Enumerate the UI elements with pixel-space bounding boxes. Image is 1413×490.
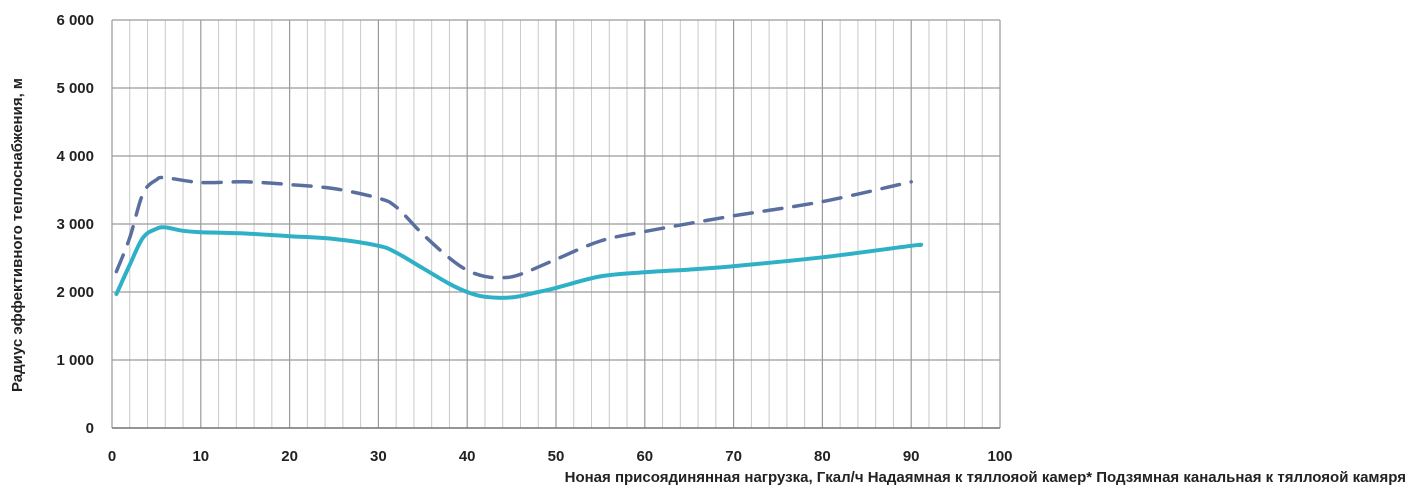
x-tick-label: 100 <box>987 448 1012 465</box>
series-line-dashed <box>114 175 913 280</box>
series-layer <box>114 175 924 300</box>
y-tick-label: 0 <box>86 420 94 437</box>
x-tick-label: 10 <box>192 448 209 465</box>
series-line-solid <box>114 225 924 300</box>
x-tick-label: 0 <box>108 448 116 465</box>
x-axis-title: Ноная присоядинянная нагрузка, Гкал/ч На… <box>565 469 1406 486</box>
x-axis-ticks: 0 10 20 30 40 50 60 70 80 90 100 <box>108 448 1013 465</box>
x-tick-label: 20 <box>281 448 298 465</box>
y-tick-label: 6 000 <box>56 12 94 29</box>
y-tick-label: 3 000 <box>56 216 94 233</box>
y-tick-label: 5 000 <box>56 80 94 97</box>
x-tick-label: 50 <box>548 448 565 465</box>
grid-major <box>111 19 1001 429</box>
x-tick-label: 60 <box>636 448 653 465</box>
y-tick-label: 4 000 <box>56 148 94 165</box>
y-axis-title: Радиус эффективного теплоснабжения, м <box>9 78 26 392</box>
x-tick-label: 80 <box>814 448 831 465</box>
y-axis-ticks: 0 1 000 2 000 3 000 4 000 5 000 6 000 <box>56 12 94 437</box>
y-tick-label: 1 000 <box>56 352 94 369</box>
y-tick-label: 2 000 <box>56 284 94 301</box>
x-tick-label: 40 <box>459 448 476 465</box>
x-tick-label: 70 <box>725 448 742 465</box>
x-tick-label: 90 <box>903 448 920 465</box>
x-tick-label: 30 <box>370 448 387 465</box>
